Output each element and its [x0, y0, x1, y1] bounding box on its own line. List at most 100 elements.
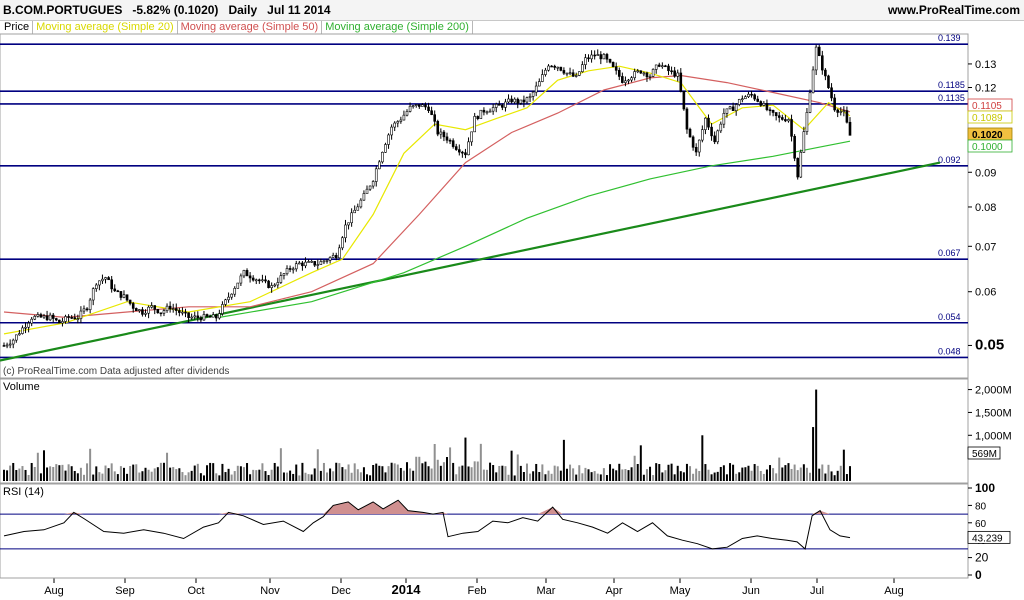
time-tick-label: Apr	[605, 585, 622, 597]
volume-bar	[36, 452, 39, 481]
candle-body	[707, 117, 710, 128]
candle-body	[454, 146, 458, 150]
volume-bar	[424, 461, 427, 481]
candle-body	[319, 261, 323, 265]
volume-bar	[809, 472, 812, 481]
volume-bar	[212, 463, 215, 481]
candle-body	[174, 308, 178, 311]
candle-body	[697, 139, 701, 153]
volume-bar	[732, 464, 735, 481]
candle-body	[98, 280, 101, 286]
volume-bar	[196, 463, 199, 481]
volume-bar	[439, 465, 442, 481]
value-tag-label: 0.1105	[972, 101, 1002, 112]
candle-body	[270, 285, 273, 288]
volume-bar	[406, 462, 409, 481]
trendline-group[interactable]	[0, 161, 941, 362]
time-tick-label: Aug	[884, 585, 904, 597]
candle-body	[728, 106, 732, 110]
candle-body	[8, 343, 12, 346]
rsi-tick-label: 0	[975, 568, 982, 582]
candle-body	[214, 314, 218, 319]
volume-bar	[830, 471, 833, 481]
volume-bar	[498, 465, 501, 481]
price-tick-label: 0.08	[975, 202, 996, 214]
volume-bar	[519, 465, 522, 481]
candle-body	[54, 318, 58, 321]
ma50-line	[3, 74, 851, 319]
candle-body	[458, 149, 461, 153]
candle-body	[294, 263, 298, 270]
volume-bar	[313, 468, 316, 481]
candle-body	[830, 87, 833, 99]
candle-body	[2, 345, 6, 347]
candle-body	[331, 255, 335, 258]
candle-body	[328, 257, 332, 261]
candle-body	[21, 327, 24, 334]
volume-bar	[433, 444, 436, 481]
volume-bar	[42, 450, 45, 481]
volume-bar	[252, 469, 255, 481]
legend-ma50[interactable]: Moving average (Simple 50)	[178, 21, 323, 34]
legend-ma200[interactable]: Moving average (Simple 200)	[322, 21, 473, 34]
volume-bar	[704, 464, 707, 481]
volume-bar	[544, 474, 547, 481]
candle-body	[845, 110, 849, 123]
candle-body	[258, 279, 261, 282]
site-link[interactable]: www.ProRealTime.com	[887, 3, 1020, 17]
candle-body	[211, 314, 215, 318]
time-tick-label: Nov	[260, 585, 280, 597]
volume-bar	[230, 474, 233, 481]
candle-body	[691, 136, 695, 148]
candle-body	[128, 299, 132, 304]
volume-bar	[547, 470, 550, 481]
candle-body	[559, 66, 563, 71]
volume-bar	[495, 472, 498, 481]
candle-body	[731, 106, 735, 112]
volume-bar	[735, 473, 738, 481]
volume-bar	[839, 465, 842, 481]
candle-body	[396, 121, 400, 124]
volume-bar	[759, 470, 762, 481]
candle-body	[405, 111, 409, 116]
candle-body	[236, 282, 240, 289]
volume-bar	[415, 456, 418, 481]
volume-bar	[615, 470, 618, 481]
volume-bar	[430, 468, 433, 481]
candle-body	[759, 101, 763, 106]
legend-price[interactable]: Price	[1, 21, 34, 34]
trendline	[0, 161, 941, 362]
horizontal-levels[interactable]: 0.139 0.1185 0.1135 0.092 0.067 0.054 0.048	[0, 33, 968, 359]
volume-bar	[661, 472, 664, 481]
volume-bar	[464, 437, 467, 481]
volume-bar	[409, 468, 412, 481]
candle-body	[230, 293, 233, 298]
candle-body	[418, 104, 421, 107]
volume-bar	[741, 467, 744, 481]
volume-bar	[649, 466, 652, 481]
legend-ma20[interactable]: Moving average (Simple 20)	[33, 21, 178, 34]
candle-body	[565, 72, 569, 75]
volume-bar	[381, 466, 384, 481]
volume-bar	[436, 459, 439, 481]
candle-body	[821, 55, 824, 71]
time-tick-label: Jun	[742, 585, 760, 597]
volume-bar	[92, 474, 95, 481]
rsi-panel: RSI (14) 10080604020043.239	[0, 481, 1011, 582]
candle-body	[61, 321, 64, 324]
volume-bar	[30, 462, 33, 481]
volume-bar	[572, 468, 575, 481]
volume-bar	[258, 469, 261, 481]
candle-body	[593, 54, 596, 57]
candle-body	[685, 108, 689, 130]
volume-bar	[642, 474, 645, 481]
price-change: -5.82%	[132, 3, 171, 17]
candle-body	[645, 72, 649, 78]
candle-body	[513, 98, 516, 103]
candle-body	[24, 326, 27, 329]
volume-bar	[535, 463, 538, 481]
candle-body	[242, 270, 246, 277]
candle-body	[107, 277, 110, 281]
candle-body	[722, 113, 726, 125]
